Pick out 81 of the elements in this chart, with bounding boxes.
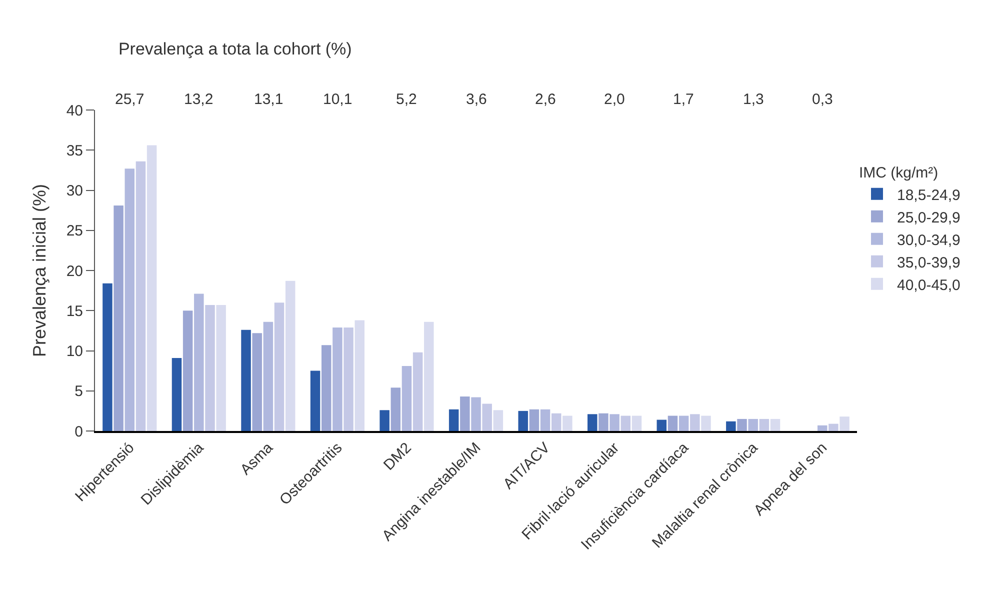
bar	[424, 322, 434, 431]
bar	[668, 416, 678, 431]
bar	[310, 370, 320, 431]
bar	[759, 418, 770, 431]
bar	[690, 414, 700, 431]
text: 25,7	[115, 91, 144, 108]
text: 13,1	[254, 91, 284, 108]
chart-title: Prevalença a tota la cohort (%)	[118, 39, 352, 58]
bar	[252, 333, 262, 431]
bar	[102, 283, 112, 431]
text: 3,6	[466, 91, 487, 108]
bar	[321, 345, 332, 431]
bar	[701, 416, 711, 431]
bar	[588, 414, 598, 431]
bar	[412, 352, 423, 431]
bar	[828, 424, 838, 431]
y-tick-label: 40	[66, 102, 83, 120]
bar	[354, 320, 364, 431]
text: 2,0	[604, 91, 625, 108]
bar	[748, 418, 758, 431]
text: 1,3	[743, 91, 764, 108]
bar	[551, 413, 562, 431]
bar	[518, 410, 528, 431]
bar	[241, 330, 251, 431]
bar	[598, 413, 608, 431]
bar	[460, 396, 470, 431]
bar	[678, 416, 689, 431]
legend-label: 35,0-39,9	[897, 254, 960, 272]
bar	[562, 416, 572, 431]
bar	[737, 418, 747, 431]
y-tick-label: 35	[66, 142, 83, 160]
y-tick-label: 25	[66, 222, 83, 240]
bar	[471, 397, 481, 431]
legend-label: 30,0-34,9	[897, 232, 960, 249]
bar	[726, 421, 736, 431]
bar	[448, 409, 459, 431]
y-tick-label: 5	[74, 383, 83, 400]
legend-label: 40,0-45,0	[897, 276, 960, 294]
bar	[540, 409, 550, 431]
bar	[205, 305, 215, 431]
legend-label: 18,5-24,9	[897, 186, 960, 204]
bar	[332, 327, 342, 431]
legend-title: IMC (kg/m²)	[859, 164, 938, 182]
bar	[482, 404, 492, 431]
bar	[136, 161, 146, 431]
y-tick-label: 30	[66, 182, 83, 200]
bar	[182, 310, 193, 431]
y-tick-label: 10	[66, 343, 83, 360]
bar	[840, 416, 850, 431]
bar	[529, 409, 540, 431]
bar	[390, 388, 401, 431]
legend-label: 25,0-29,9	[897, 209, 960, 226]
bar	[380, 410, 390, 431]
bar	[194, 294, 204, 431]
bar	[274, 302, 284, 431]
text: 1,7	[673, 91, 694, 108]
bar	[285, 280, 296, 431]
bar	[493, 410, 504, 431]
text: 0,3	[812, 91, 833, 108]
bar	[610, 414, 620, 431]
bar	[656, 420, 667, 431]
text: 5,2	[396, 91, 417, 108]
y-axis-title: Prevalença inicial (%)	[30, 184, 50, 358]
y-tick-label: 15	[66, 302, 83, 320]
bar	[114, 206, 124, 431]
bar	[216, 305, 226, 431]
text: 13,2	[184, 91, 214, 108]
text: 2,6	[535, 91, 556, 108]
y-tick-label: 0	[74, 423, 83, 440]
bar	[146, 145, 157, 431]
bar	[770, 418, 780, 431]
bar	[402, 366, 412, 431]
text: 10,1	[323, 91, 352, 108]
bar	[172, 358, 182, 431]
bar	[632, 416, 642, 431]
bar	[263, 322, 274, 431]
bar	[620, 416, 631, 431]
bar	[344, 327, 354, 431]
y-tick-label: 20	[66, 262, 83, 280]
bar	[817, 425, 828, 431]
bar	[124, 168, 135, 431]
